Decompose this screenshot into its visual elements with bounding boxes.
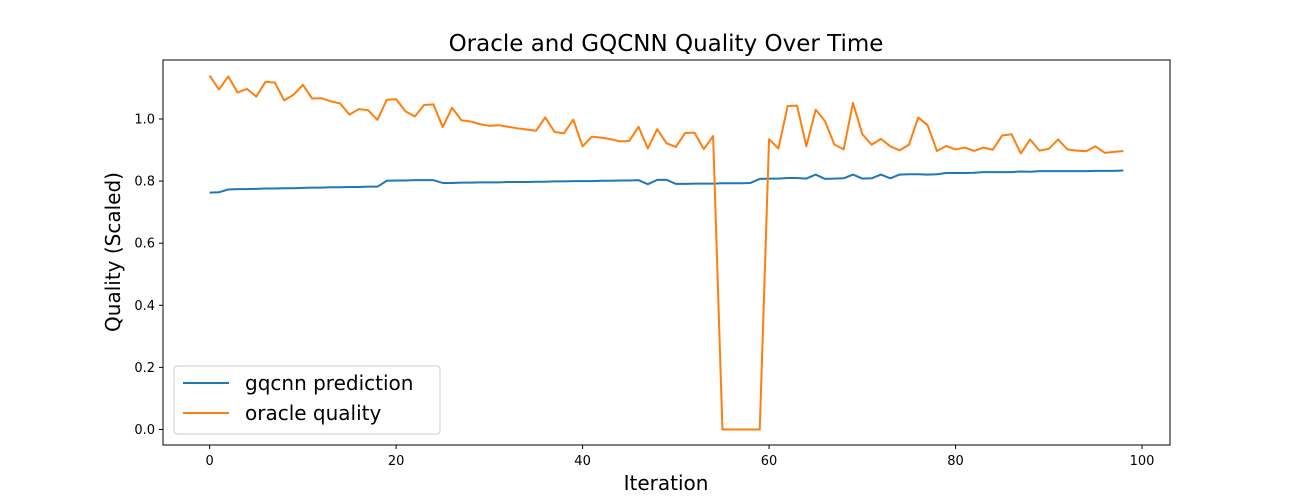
legend-label-oracle-quality: oracle quality: [245, 401, 382, 425]
y-tick-label: 0.6: [134, 237, 155, 252]
chart-legend: gqcnn prediction oracle quality: [173, 365, 441, 435]
y-tick-label: 0.8: [134, 175, 155, 190]
legend-label-gqcnn-prediction: gqcnn prediction: [245, 371, 413, 395]
y-axis-ticks: 0.0 0.2 0.4 0.6 0.8 1.0: [134, 112, 163, 438]
x-tick-label: 80: [947, 454, 964, 469]
x-tick-label: 0: [205, 454, 213, 469]
x-axis-title: Iteration: [624, 471, 709, 495]
y-tick-label: 1.0: [134, 112, 155, 127]
x-axis-ticks: 0 20 40 60 80 100: [205, 445, 1154, 469]
series-line-oracle-quality: [208, 74, 1124, 431]
x-tick-label: 40: [574, 454, 591, 469]
x-tick-label: 20: [388, 454, 405, 469]
y-tick-label: 0.4: [134, 299, 155, 314]
series-lines: [208, 74, 1124, 431]
plot-area-frame: [162, 59, 1171, 446]
y-axis-title: Quality (Scaled): [101, 172, 125, 332]
x-tick-label: 100: [1130, 454, 1155, 469]
chart-title: Oracle and GQCNN Quality Over Time: [449, 31, 884, 57]
y-tick-label: 0.2: [134, 361, 155, 376]
legend-box: [173, 365, 441, 435]
y-tick-label: 0.0: [134, 423, 155, 438]
series-line-gqcnn-prediction: [209, 169, 1124, 194]
x-tick-label: 60: [761, 454, 778, 469]
